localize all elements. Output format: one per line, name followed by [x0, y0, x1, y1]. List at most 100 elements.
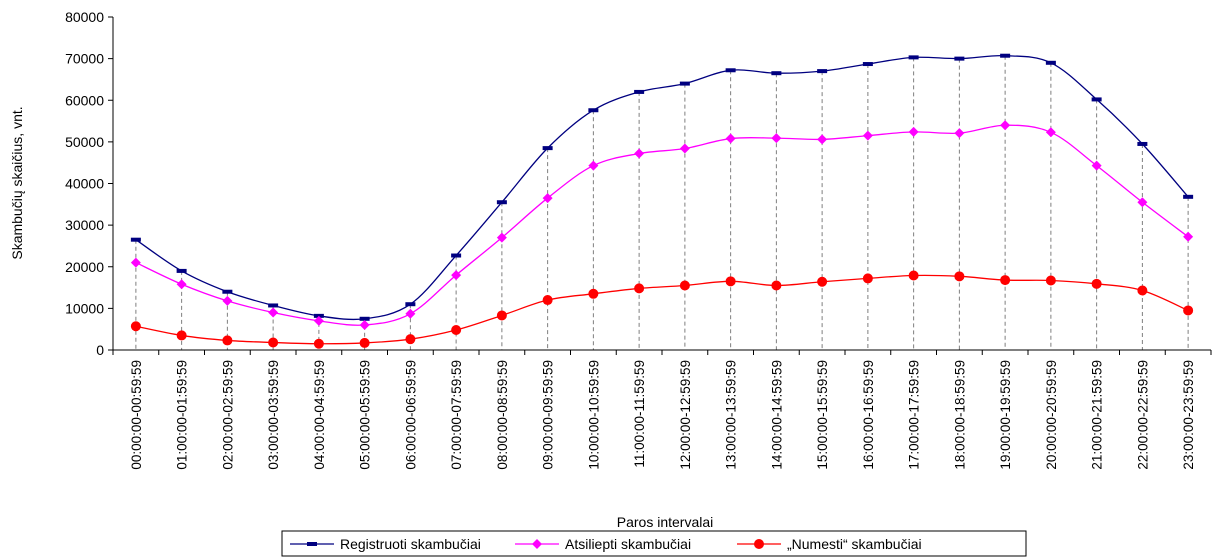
- data-point-answered: [588, 160, 599, 171]
- data-point-registered: [1137, 141, 1148, 146]
- x-tick-label: 09:00:00-09:59:59: [541, 360, 556, 470]
- data-point-registered: [588, 108, 599, 113]
- y-axis-ticks: 0 10000 20000 30000 40000 50000 60000 70000 8000…: [65, 9, 113, 358]
- x-tick-label: 02:00:00-02:59:59: [220, 360, 235, 470]
- data-point-registered: [496, 200, 507, 205]
- x-tick-label: 21:00:00-21:59:59: [1090, 360, 1105, 470]
- data-point-registered: [634, 89, 645, 94]
- data-point-registered: [359, 316, 370, 321]
- data-point-dropped: [451, 325, 462, 336]
- y-tick-label: 60000: [65, 92, 104, 108]
- data-point-registered: [1183, 194, 1194, 199]
- x-tick-label: 17:00:00-17:59:59: [907, 360, 922, 470]
- x-tick-label: 14:00:00-14:59:59: [769, 360, 784, 470]
- data-point-dropped: [1000, 275, 1011, 286]
- data-point-registered: [451, 253, 462, 258]
- drop-lines: [135, 55, 1189, 350]
- y-tick-label: 20000: [65, 259, 104, 275]
- series-line-answered: [135, 124, 1189, 326]
- data-point-answered: [451, 270, 462, 281]
- data-point-answered: [222, 295, 233, 306]
- legend-marker-dropped: [754, 539, 764, 549]
- data-point-answered: [268, 307, 279, 318]
- series-markers: [130, 53, 1194, 349]
- data-point-dropped: [1137, 285, 1148, 296]
- data-point-answered: [313, 315, 324, 326]
- x-tick-label: 06:00:00-06:59:59: [403, 360, 418, 470]
- data-point-answered: [176, 279, 187, 290]
- data-point-answered: [817, 134, 828, 145]
- data-point-answered: [954, 128, 965, 139]
- data-point-dropped: [634, 283, 645, 294]
- axes: [112, 17, 1211, 351]
- data-point-answered: [679, 143, 690, 154]
- data-point-dropped: [268, 337, 279, 348]
- x-tick-label: 18:00:00-18:59:59: [952, 360, 967, 470]
- data-point-dropped: [176, 330, 187, 341]
- x-tick-label: 11:00:00-11:59:59: [632, 360, 647, 468]
- data-point-registered: [725, 68, 736, 73]
- legend-marker-answered: [532, 539, 542, 549]
- data-point-registered: [817, 69, 828, 74]
- data-point-answered: [1137, 197, 1148, 208]
- series-line-dropped: [135, 274, 1189, 345]
- data-point-registered: [771, 71, 782, 76]
- y-tick-label: 70000: [65, 51, 104, 67]
- y-tick-label: 30000: [65, 217, 104, 233]
- legend-marker-registered: [307, 542, 317, 546]
- x-axis-label: Paros intervalai: [617, 514, 714, 530]
- data-point-answered: [1000, 120, 1011, 131]
- data-point-registered: [130, 237, 141, 242]
- data-point-registered: [908, 55, 919, 60]
- data-point-dropped: [1045, 275, 1056, 286]
- data-point-answered: [1045, 127, 1056, 138]
- data-point-registered: [1045, 60, 1056, 65]
- x-tick-label: 12:00:00-12:59:59: [678, 360, 693, 470]
- x-tick-label: 10:00:00-10:59:59: [586, 360, 601, 470]
- x-tick-label: 05:00:00-05:59:59: [358, 360, 373, 470]
- data-point-dropped: [679, 280, 690, 291]
- data-point-registered: [1091, 97, 1102, 102]
- data-point-answered: [496, 232, 507, 243]
- series-lines: [135, 54, 1189, 345]
- data-point-dropped: [405, 334, 416, 345]
- data-point-registered: [268, 303, 279, 308]
- data-point-dropped: [313, 338, 324, 349]
- data-point-dropped: [954, 271, 965, 282]
- legend: Registruoti skambučiai Atsiliepti skambuč…: [281, 530, 1027, 557]
- x-tick-label: 01:00:00-01:59:59: [175, 360, 190, 470]
- x-tick-label: 19:00:00-19:59:59: [998, 360, 1013, 470]
- legend-box: [281, 530, 1027, 557]
- x-tick-label: 23:00:00-23:59:59: [1181, 360, 1196, 470]
- x-tick-label: 00:00:00-00:59:59: [129, 360, 144, 470]
- x-tick-label: 16:00:00-16:59:59: [861, 360, 876, 470]
- data-point-dropped: [908, 270, 919, 281]
- data-point-answered: [725, 133, 736, 144]
- data-point-answered: [1091, 160, 1102, 171]
- data-point-dropped: [771, 280, 782, 291]
- data-point-dropped: [725, 276, 736, 287]
- x-tick-label: 13:00:00-13:59:59: [724, 360, 739, 470]
- legend-label-registered: Registruoti skambučiai: [340, 536, 481, 552]
- y-tick-label: 10000: [65, 300, 104, 316]
- x-tick-label: 08:00:00-08:59:59: [495, 360, 510, 470]
- data-point-dropped: [542, 295, 553, 306]
- data-point-answered: [1183, 231, 1194, 242]
- data-point-registered: [176, 268, 187, 273]
- data-point-answered: [771, 133, 782, 144]
- legend-label-answered: Atsiliepti skambučiai: [565, 536, 691, 552]
- data-point-registered: [542, 146, 553, 151]
- x-tick-label: 03:00:00-03:59:59: [266, 360, 281, 470]
- legend-label-dropped: „Numesti“ skambučiai: [787, 536, 922, 552]
- data-point-registered: [679, 81, 690, 86]
- data-point-answered: [908, 126, 919, 137]
- x-tick-label: 22:00:00-22:59:59: [1135, 360, 1150, 470]
- data-point-dropped: [817, 276, 828, 287]
- y-tick-label: 80000: [65, 9, 104, 25]
- y-tick-label: 40000: [65, 176, 104, 192]
- data-point-registered: [862, 62, 873, 67]
- y-tick-label: 0: [96, 342, 104, 358]
- data-point-dropped: [862, 273, 873, 284]
- x-tick-label: 15:00:00-15:59:59: [815, 360, 830, 470]
